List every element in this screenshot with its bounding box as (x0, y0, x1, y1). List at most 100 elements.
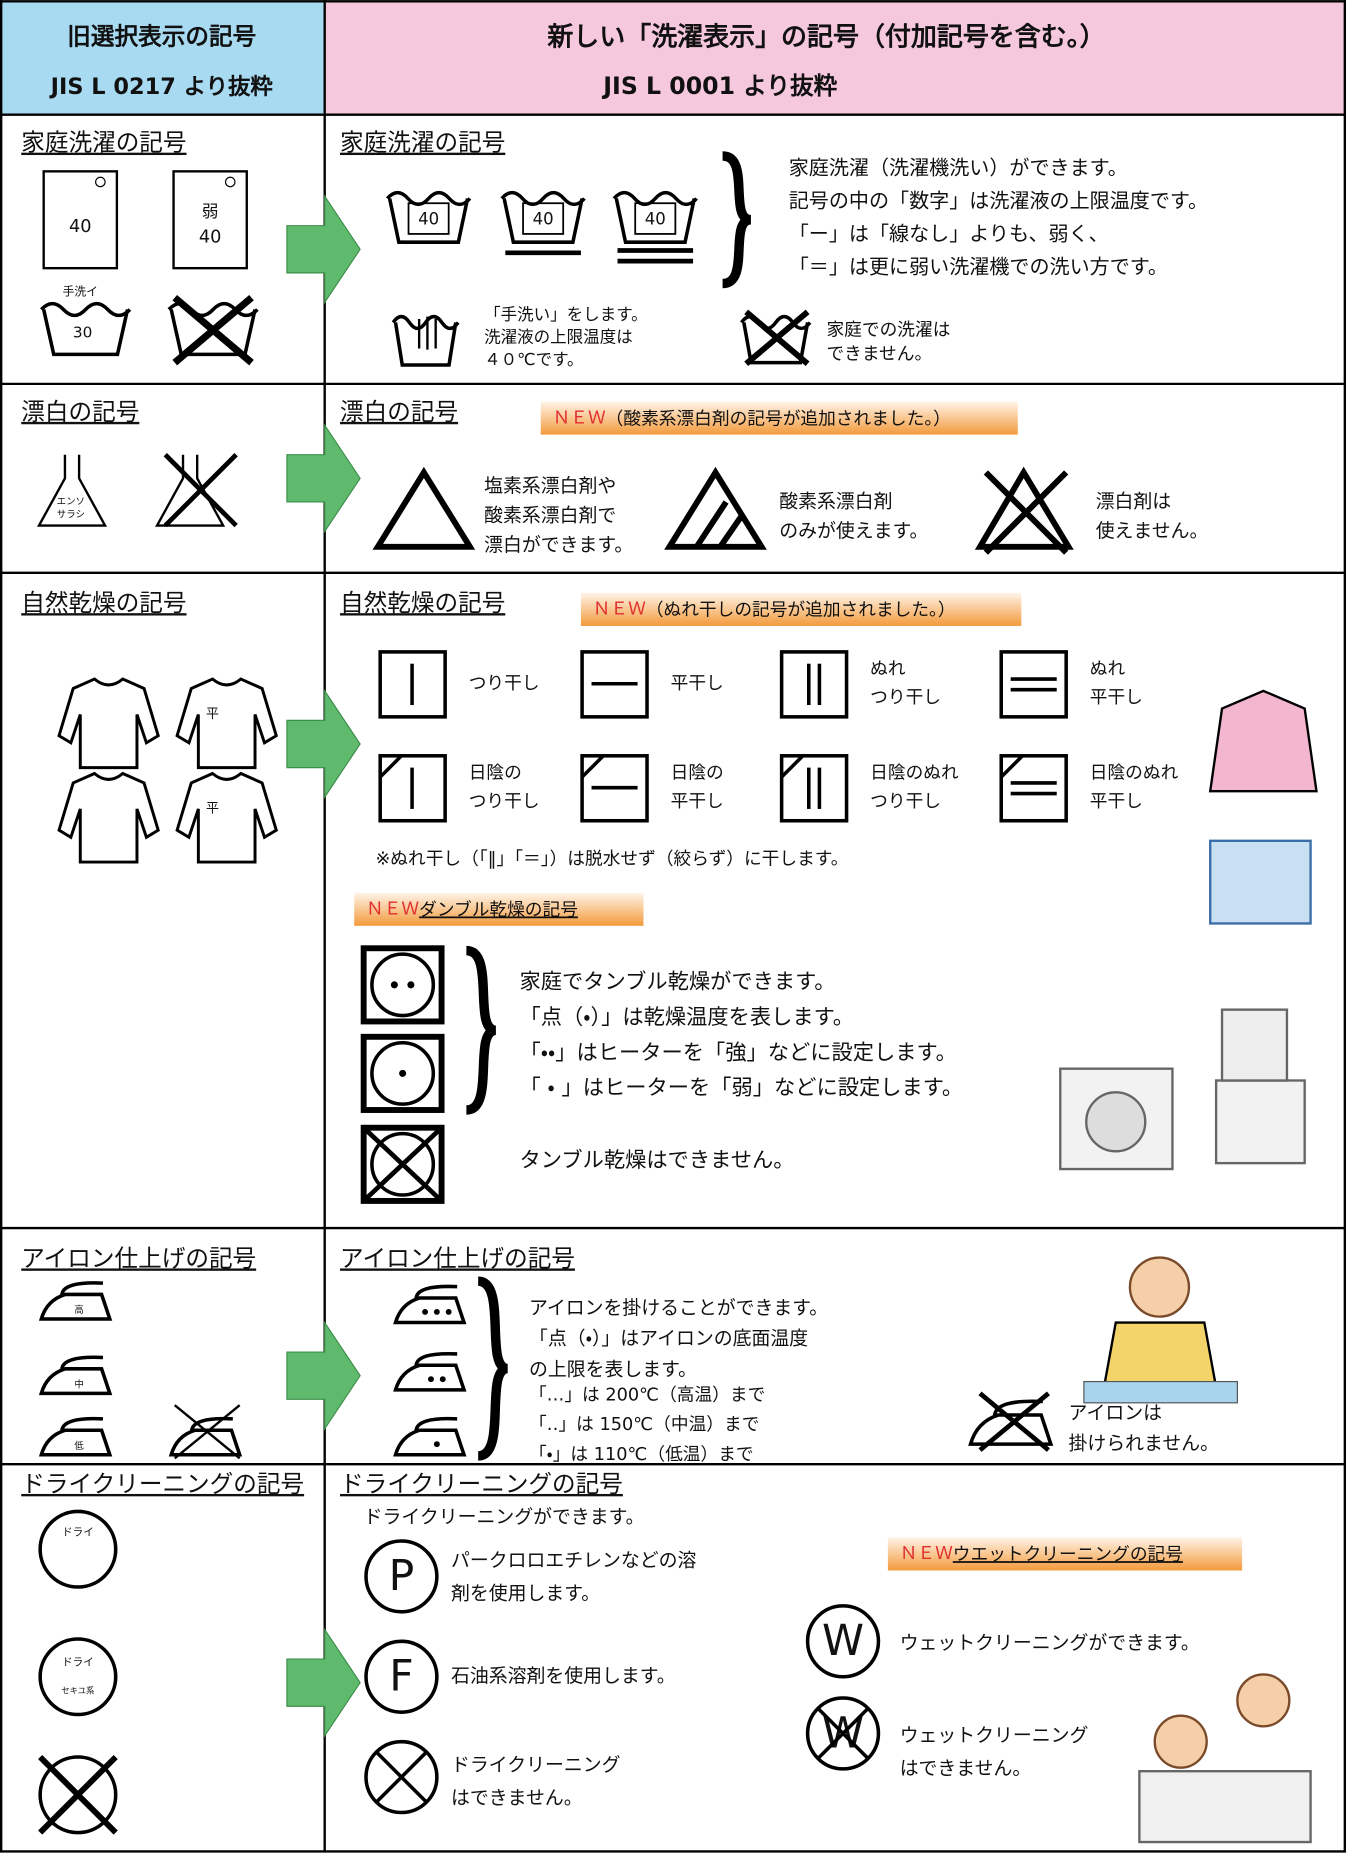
cross (375, 1751, 428, 1804)
label: ドライクリーニング (451, 1754, 621, 1776)
cross (816, 1707, 870, 1760)
dot (390, 981, 398, 989)
label: 「手洗い」をします。 (484, 305, 648, 324)
label: 低 (74, 1440, 84, 1452)
iron (38, 1416, 113, 1457)
clean-symbol (364, 1539, 439, 1614)
arrow (286, 423, 361, 534)
label: 「点（・）」は乾燥温度を表します。 (520, 1005, 854, 1030)
header-old (0, 0, 325, 115)
iron (393, 1284, 467, 1325)
header-source: JIS L 0217 より抜粋 (49, 73, 274, 100)
header-new (324, 0, 1346, 115)
label: 「・・」はヒーターを「強」などに設定します。 (520, 1040, 957, 1065)
label: 40 (418, 209, 439, 228)
brace (721, 151, 753, 289)
badge-label: ダンブル乾燥の記号 (419, 898, 578, 920)
arrow (286, 194, 361, 305)
dry-symbol (999, 650, 1068, 719)
section-heading: アイロン仕上げの記号 (21, 1244, 256, 1272)
label: 平 (206, 801, 219, 816)
label: 40 (69, 217, 92, 237)
label: 平干し (671, 792, 724, 812)
label: 「＝」は更に弱い洗濯機での洗い方です。 (789, 255, 1168, 279)
label: 「 ・ 」はヒーターを「弱」などに設定します。 (520, 1076, 964, 1101)
dry-symbol (999, 754, 1068, 823)
label: 「・」は 110℃（低温）まで (529, 1444, 754, 1465)
wash-tub (385, 190, 472, 244)
wash-tub (612, 190, 698, 244)
label: ドライ (62, 1526, 94, 1539)
section-heading: 家庭洗濯の記号 (340, 129, 505, 157)
label: できません。 (826, 344, 932, 364)
badge-new: ＮＥＷ (900, 1543, 953, 1563)
old-dry-icon (38, 1509, 118, 1589)
dry-symbol (378, 754, 447, 823)
cross (38, 1754, 118, 1835)
label: 塩素系漂白剤や (484, 475, 616, 497)
label: 家庭での洗濯は (826, 320, 950, 341)
cross (173, 1404, 241, 1460)
arrow (286, 688, 361, 800)
badge-label: （酸素系漂白剤の記号が追加されました。） (606, 408, 951, 429)
label: ドライクリーニングができます。 (364, 1506, 645, 1528)
label: つり干し (870, 688, 941, 708)
label: ウェットクリーニング (900, 1724, 1089, 1746)
brace (477, 1276, 510, 1461)
label: の上限を表します。 (529, 1358, 697, 1380)
label: 日陰の (671, 763, 724, 784)
hand-wash-icon (391, 314, 460, 367)
label: 高 (74, 1304, 83, 1316)
iron (38, 1281, 113, 1321)
label: 平干し (1090, 688, 1143, 708)
header-title: 新しい「洗濯表示」の記号（付加記号を含む。） (546, 21, 1105, 52)
label: サラシ (57, 509, 85, 520)
label: 弱 (202, 202, 219, 221)
badge-text: ＮＥＷウエットクリーニングの記号 (900, 1543, 1183, 1565)
header-source: JIS L 0001 より抜粋 (601, 72, 837, 100)
badge (580, 592, 1022, 626)
cross (983, 470, 1069, 555)
label: 40 (199, 227, 222, 247)
label: エンソ (57, 496, 85, 507)
note: ※ぬれ干し（「‖」「＝」）は脱水せず（絞らず）に干します。 (375, 849, 848, 870)
iron (38, 1355, 113, 1396)
shade-line (580, 754, 605, 779)
label: 洗濯液の上限温度は (484, 327, 633, 346)
label: 中 (74, 1379, 83, 1391)
tumble-symbol (360, 1033, 445, 1113)
section-heading: アイロン仕上げの記号 (340, 1244, 575, 1272)
old-wash-icon (172, 170, 248, 270)
label: 酸素系漂白剤 (779, 490, 892, 512)
label: セキユ系 (61, 1685, 94, 1695)
section-heading: 漂白の記号 (340, 398, 458, 426)
dot (445, 1308, 452, 1315)
dot (422, 1308, 429, 1315)
label: ぬれ (870, 660, 906, 680)
badge-new: ＮＥＷ (553, 407, 606, 427)
tumble-symbol (360, 945, 445, 1025)
clean-symbol (364, 1739, 439, 1815)
illustration-jeans (1209, 839, 1312, 925)
badge (887, 1537, 1243, 1571)
triangle-striped (664, 466, 767, 550)
section-heading: 家庭洗濯の記号 (21, 129, 186, 157)
shade-line (780, 754, 805, 779)
label: つり干し (469, 674, 540, 694)
label: 30 (73, 324, 93, 342)
label: 掛けられません。 (1069, 1433, 1219, 1455)
cross (744, 309, 810, 367)
symbol-letter: F (389, 1653, 413, 1702)
label: 漂白ができます。 (484, 534, 633, 556)
symbol-letter: W (822, 1617, 864, 1666)
dot (428, 1376, 434, 1383)
label: 手洗イ (63, 284, 98, 298)
label: ４０℃です。 (484, 350, 583, 369)
illustration-head (1236, 1673, 1291, 1728)
section-heading: 自然乾燥の記号 (340, 589, 505, 617)
badge-label: ウエットクリーニングの記号 (953, 1544, 1183, 1565)
dry-symbol (779, 754, 849, 823)
label: 漂白剤は (1096, 490, 1172, 512)
